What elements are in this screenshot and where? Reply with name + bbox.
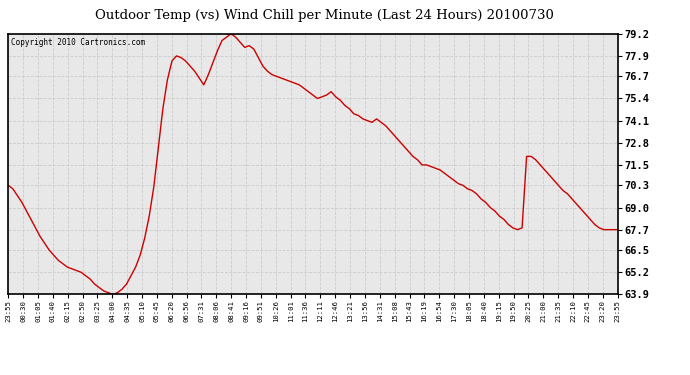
Text: Outdoor Temp (vs) Wind Chill per Minute (Last 24 Hours) 20100730: Outdoor Temp (vs) Wind Chill per Minute …: [95, 9, 554, 22]
Text: Copyright 2010 Cartronics.com: Copyright 2010 Cartronics.com: [11, 38, 146, 46]
